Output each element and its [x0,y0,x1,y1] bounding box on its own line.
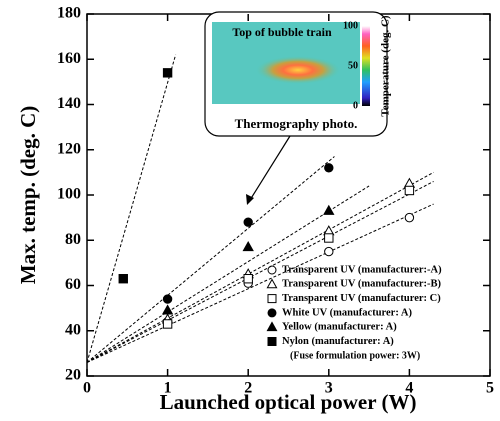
x-tick-label: 0 [83,380,91,397]
legend-marker [268,338,276,346]
point [405,186,413,194]
colorbar-tick-label: 0 [353,100,358,111]
y-tick-label: 40 [65,321,81,338]
legend-label: Transparent UV (manufacturer:-A) [282,264,442,275]
x-tick-label: 1 [164,380,172,397]
inset-caption: Thermography photo. [235,116,358,131]
y-tick-label: 80 [65,231,81,248]
point [325,247,333,255]
y-tick-label: 180 [57,5,81,22]
inset-label: Top of bubble train [232,25,332,39]
point [163,69,171,77]
point [325,234,333,242]
point [163,320,171,328]
point [244,218,252,226]
point [325,164,333,172]
point [243,242,253,251]
y-tick-label: 20 [65,367,81,384]
y-tick-label: 100 [57,186,81,203]
point [163,295,171,303]
point [324,206,334,215]
y-tick-label: 140 [57,95,81,112]
x-tick-label: 5 [486,380,494,397]
colorbar-tick-label: 50 [348,60,358,71]
point [244,275,252,283]
point [163,305,173,314]
hot-spot [256,56,340,84]
legend-label: White UV (manufacturer: A) [282,307,412,318]
note: (Fuse formulation power: 3W) [290,350,420,361]
colorbar-tick-label: 100 [343,20,358,31]
legend-label: Transparent UV (manufacturer:-B) [282,279,442,290]
x-tick-label: 3 [325,380,333,397]
x-tick-label: 4 [405,380,413,397]
x-tick-label: 2 [244,380,252,397]
legend-marker [267,280,276,288]
fit-line [87,55,176,363]
legend-label: Yellow (manufacturer: A) [282,322,397,333]
point [405,213,413,221]
y-tick-label: 120 [57,140,81,157]
legend-label: Transparent UV (manufacturer: C) [282,293,441,304]
colorbar [362,26,370,106]
chart: Top of bubble train Thermography photo. … [0,0,500,416]
legend-marker [267,322,276,330]
y-tick-label: 160 [57,50,81,67]
x-axis-label: Launched optical power (W) [160,390,417,414]
inset: Top of bubble train Thermography photo. … [205,12,392,205]
y-axis-label: Max. temp. (deg. C) [16,106,40,284]
colorbar-label: Temperature (deg. C) [380,15,392,116]
y-tick-label: 60 [65,276,81,293]
arrow [250,136,290,200]
legend-marker [268,295,276,303]
point [119,275,127,283]
legend-marker [268,309,276,317]
legend-label: Nylon (manufacturer: A) [282,336,394,347]
